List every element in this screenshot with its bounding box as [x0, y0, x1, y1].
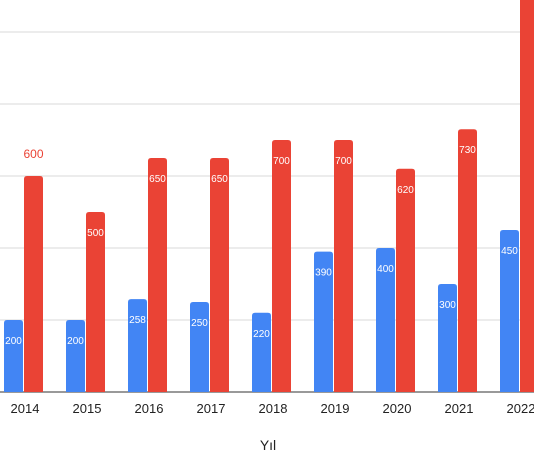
bar [128, 299, 147, 392]
data-label: 200 [67, 336, 84, 347]
x-axis-label: Yıl [260, 437, 276, 453]
x-tick-label: 2022 [507, 401, 534, 416]
data-label: 650 [149, 174, 166, 185]
bar [458, 129, 477, 392]
bar [334, 140, 353, 392]
data-label: 500 [87, 228, 104, 239]
bar [272, 140, 291, 392]
bar [86, 212, 105, 392]
bar [314, 251, 333, 392]
data-label: 730 [459, 145, 476, 156]
bar [210, 158, 229, 392]
x-tick-label: 2015 [73, 401, 102, 416]
x-tick-label: 2021 [445, 401, 474, 416]
bar [520, 0, 534, 392]
data-label: 220 [253, 329, 270, 340]
data-label: 400 [377, 264, 394, 275]
data-label: 390 [315, 268, 332, 279]
bar [500, 230, 519, 392]
data-label: 300 [439, 300, 456, 311]
x-tick-label: 2020 [383, 401, 412, 416]
x-tick-label: 2019 [321, 401, 350, 416]
data-label: 620 [397, 185, 414, 196]
gridlines [0, 31, 534, 321]
x-tick-label: 2018 [259, 401, 288, 416]
bar [438, 284, 457, 392]
x-tick-label: 2017 [197, 401, 226, 416]
bars: 200 600 200 500 258 650 250 650 220 700 390 700 400 6… [4, 0, 534, 392]
data-label: 700 [273, 156, 290, 167]
x-tick-label: 2014 [11, 401, 40, 416]
bar [376, 248, 395, 392]
data-label: 258 [129, 315, 146, 326]
data-label: 700 [335, 156, 352, 167]
data-label: 650 [211, 174, 228, 185]
data-label: 450 [501, 246, 518, 257]
data-label: 200 [5, 336, 22, 347]
bar [396, 168, 415, 392]
data-label: 600 [23, 147, 43, 161]
bar [24, 176, 43, 392]
x-tick-label: 2016 [135, 401, 164, 416]
bar [66, 320, 85, 392]
data-label: 250 [191, 318, 208, 329]
bar [252, 312, 271, 392]
bar [4, 320, 23, 392]
x-tick-labels: 2014 2015 2016 2017 2018 2019 2020 2021 2022 [11, 401, 534, 416]
bar [190, 302, 209, 392]
bar [148, 158, 167, 392]
